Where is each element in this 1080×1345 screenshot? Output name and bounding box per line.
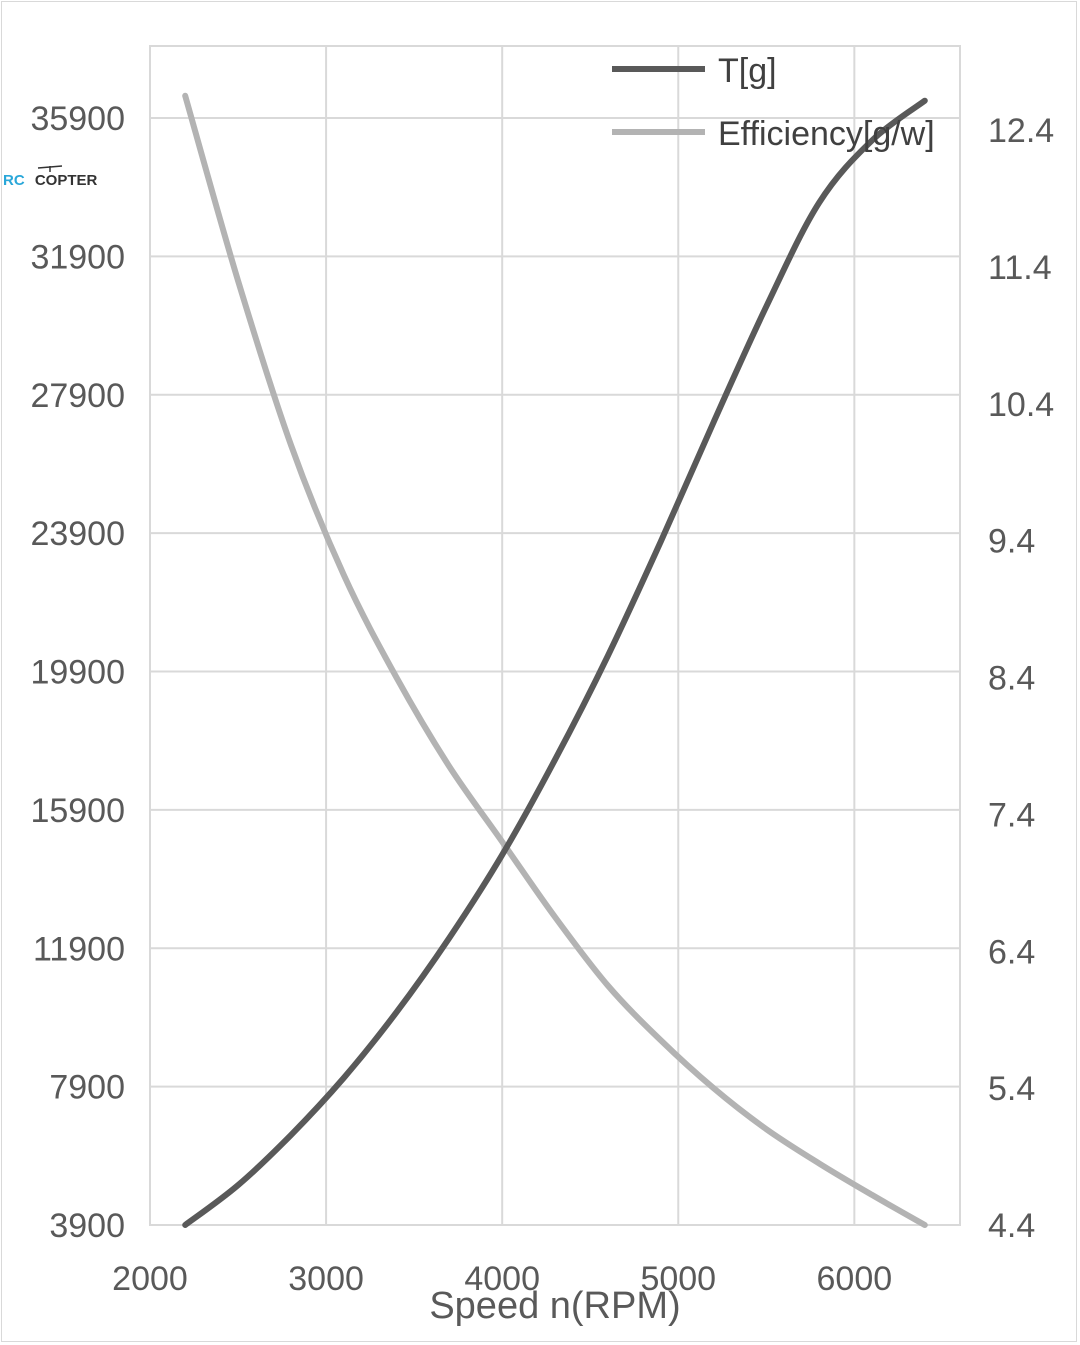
- y-left-tick-label: 35900: [30, 100, 125, 138]
- y-right-tick-label: 11.4: [988, 249, 1052, 287]
- y-right-tick-label: 7.4: [988, 796, 1035, 834]
- y-left-tick-label: 3900: [49, 1207, 125, 1245]
- y-left-tick-label: 19900: [30, 654, 125, 692]
- x-axis-title: Speed n(RPM): [429, 1285, 680, 1327]
- x-tick-label: 6000: [817, 1260, 893, 1298]
- y-right-tick-label: 9.4: [988, 523, 1035, 561]
- rc-copter-logo: RC COPTER: [3, 165, 98, 189]
- y-right-tick-label: 8.4: [988, 660, 1035, 698]
- y-right-tick-label: 6.4: [988, 933, 1035, 971]
- logo-copter: COPTER: [35, 172, 98, 189]
- left-axis-ticks: 3900 7900 11900 15900 19900 23900 27900 31900 35…: [30, 100, 125, 1245]
- x-tick-label: 2000: [112, 1260, 188, 1298]
- logo-rotor-icon: [37, 165, 63, 172]
- x-tick-label: 5000: [640, 1260, 716, 1298]
- series-line-thrust: [182, 97, 928, 1228]
- svg-text:RC COPTER: RC COPTER: [3, 172, 98, 189]
- y-left-tick-label: 23900: [30, 515, 125, 553]
- legend: T[g] Efficiency[g/w]: [612, 52, 935, 153]
- legend-label-thrust: T[g]: [718, 52, 777, 90]
- y-left-tick-label: 7900: [49, 1069, 125, 1107]
- y-right-tick-label: 12.4: [988, 112, 1054, 150]
- x-axis-ticks: 2000 3000 4000 5000 6000: [112, 1260, 892, 1298]
- y-right-tick-label: 4.4: [988, 1207, 1035, 1245]
- legend-label-efficiency: Efficiency[g/w]: [718, 115, 935, 153]
- series-lines: [182, 92, 928, 1228]
- y-left-tick-label: 31900: [30, 238, 125, 276]
- y-left-tick-label: 11900: [33, 930, 125, 968]
- plot-area-border: [149, 45, 961, 1226]
- series-line-efficiency: [182, 92, 928, 1228]
- y-left-tick-label: 15900: [30, 792, 125, 830]
- y-right-tick-label: 5.4: [988, 1070, 1035, 1108]
- y-left-tick-label: 27900: [30, 377, 125, 415]
- right-axis-ticks: 4.4 5.4 6.4 7.4 8.4 9.4 10.4 11.4 12.4: [988, 112, 1054, 1245]
- grid: [149, 45, 961, 1226]
- logo-rc: RC: [3, 172, 25, 189]
- x-tick-label: 3000: [288, 1260, 364, 1298]
- y-right-tick-label: 10.4: [988, 386, 1054, 424]
- x-tick-label: 4000: [464, 1260, 540, 1298]
